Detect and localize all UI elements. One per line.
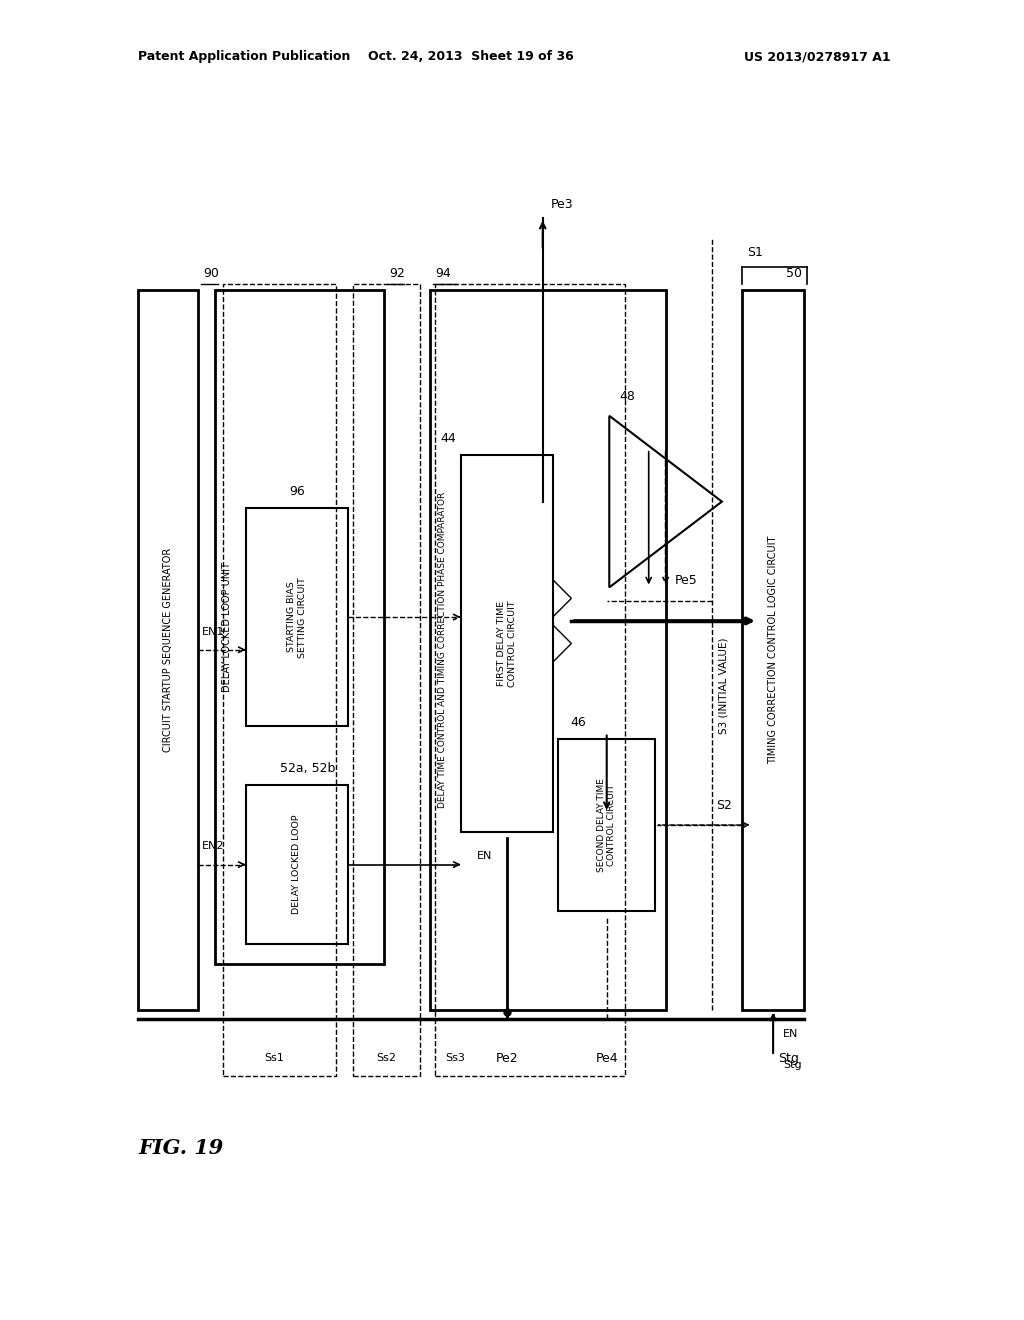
Text: US 2013/0278917 A1: US 2013/0278917 A1 <box>744 50 891 63</box>
Bar <box>430 290 666 1010</box>
Bar <box>215 290 384 964</box>
Text: 94: 94 <box>435 267 451 280</box>
Text: EN2: EN2 <box>202 841 224 851</box>
Text: 90: 90 <box>203 267 219 280</box>
Text: EN: EN <box>476 851 493 862</box>
Text: Oct. 24, 2013  Sheet 19 of 36: Oct. 24, 2013 Sheet 19 of 36 <box>369 50 573 63</box>
Text: DELAY LOCKED LOOP UNIT: DELAY LOCKED LOOP UNIT <box>222 562 232 692</box>
Text: S3 (INITIAL VALUE): S3 (INITIAL VALUE) <box>719 638 729 734</box>
Text: 48: 48 <box>620 389 636 403</box>
Bar <box>246 508 348 726</box>
Bar <box>558 739 655 911</box>
Text: 96: 96 <box>289 484 305 498</box>
Text: S1: S1 <box>748 246 764 259</box>
Text: DELAY LOCKED LOOP: DELAY LOCKED LOOP <box>293 814 301 915</box>
Bar <box>742 290 804 1010</box>
Text: 92: 92 <box>389 267 404 280</box>
Bar <box>223 284 336 1076</box>
Bar <box>353 284 420 1076</box>
Text: 44: 44 <box>440 432 456 445</box>
Text: 52a, 52b: 52a, 52b <box>280 762 335 775</box>
Text: STARTING BIAS
SETTING CIRCUIT: STARTING BIAS SETTING CIRCUIT <box>288 577 306 657</box>
Text: Pe3: Pe3 <box>551 198 573 211</box>
Text: Ss2: Ss2 <box>377 1052 396 1063</box>
Text: 46: 46 <box>570 715 586 729</box>
Text: 50: 50 <box>785 267 802 280</box>
Bar <box>435 284 625 1076</box>
Text: FIRST DELAY TIME
CONTROL CIRCUIT: FIRST DELAY TIME CONTROL CIRCUIT <box>498 601 516 686</box>
Text: CIRCUIT STARTUP SEQUENCE GENERATOR: CIRCUIT STARTUP SEQUENCE GENERATOR <box>163 548 173 752</box>
Text: Stg: Stg <box>783 1060 802 1071</box>
Bar <box>246 785 348 944</box>
Bar <box>138 290 198 1010</box>
Text: Pe2: Pe2 <box>496 1052 518 1065</box>
Text: Pe5: Pe5 <box>675 574 697 587</box>
Bar <box>461 455 553 832</box>
Text: Ss1: Ss1 <box>264 1052 284 1063</box>
Text: Pe4: Pe4 <box>596 1052 618 1065</box>
Text: Ss3: Ss3 <box>445 1052 465 1063</box>
Text: SECOND DELAY TIME
CONTROL CIRCUIT: SECOND DELAY TIME CONTROL CIRCUIT <box>597 777 616 873</box>
Text: Patent Application Publication: Patent Application Publication <box>138 50 350 63</box>
Text: DELAY TIME CONTROL AND TIMING CORRECTION PHASE COMPARATOR: DELAY TIME CONTROL AND TIMING CORRECTION… <box>438 492 446 808</box>
Text: TIMING CORRECTION CONTROL LOGIC CIRCUIT: TIMING CORRECTION CONTROL LOGIC CIRCUIT <box>768 536 778 764</box>
Text: S2: S2 <box>716 799 732 812</box>
Text: EN1: EN1 <box>202 627 224 636</box>
Text: EN: EN <box>783 1028 799 1039</box>
Text: Stg: Stg <box>778 1052 799 1065</box>
Text: FIG. 19: FIG. 19 <box>138 1138 223 1158</box>
